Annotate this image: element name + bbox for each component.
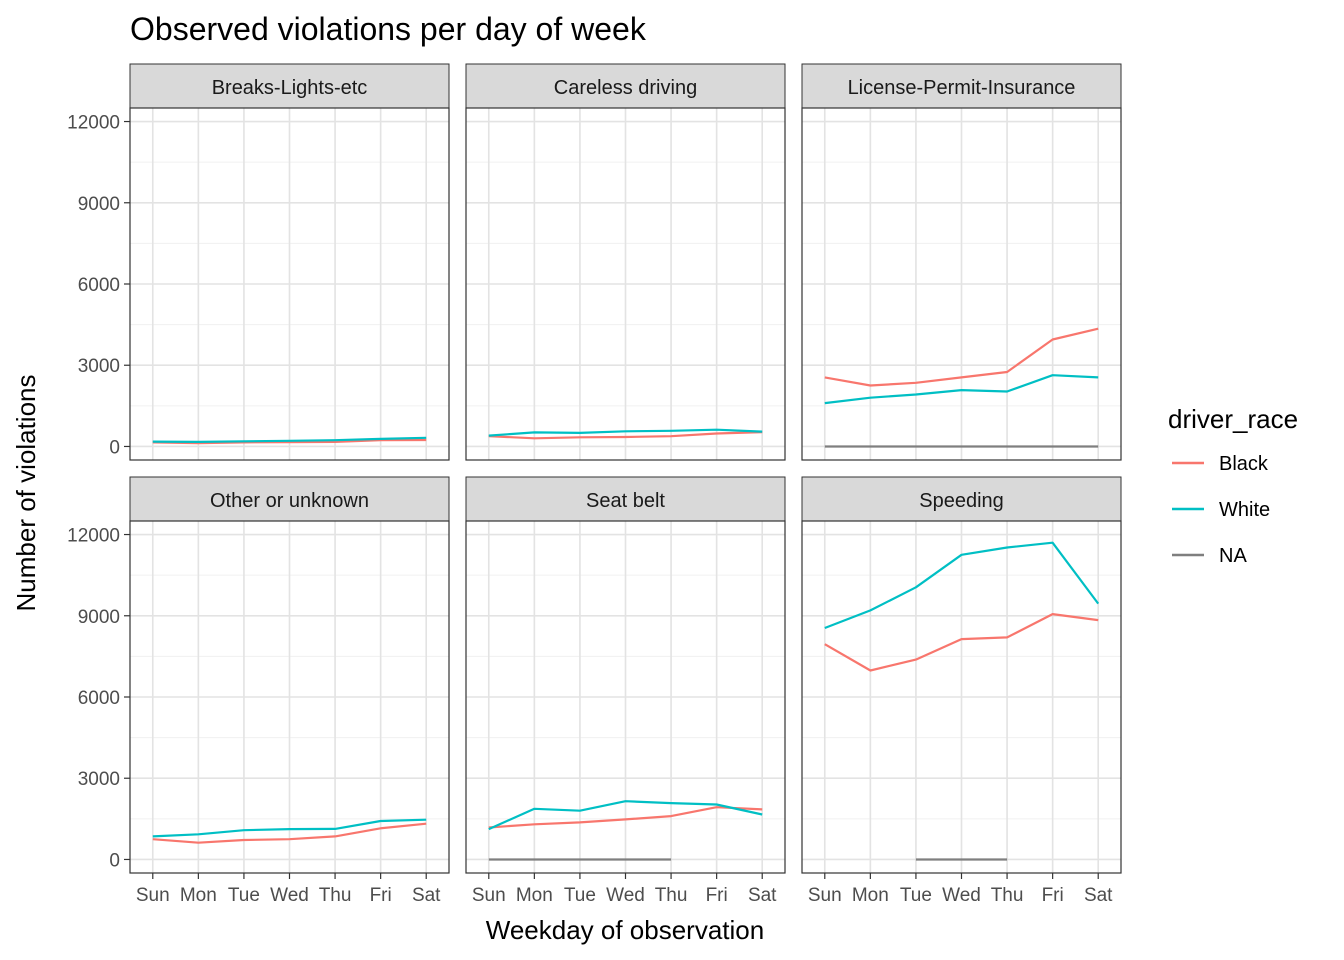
facet-panel: Other or unknown 0 3000 6000 9000 12000 Sun Mon… [67,476,450,906]
facet-strip [801,63,1122,109]
x-tick-label: Thu [655,885,688,906]
legend-entry: NA [1172,545,1247,567]
facet-strip [129,476,450,522]
legend-label: Black [1219,453,1269,475]
facet-strip [465,63,786,109]
x-tick-label: Mon [180,885,217,906]
facet-strip-label: Seat belt [586,490,665,512]
facet-panel: Seat belt Sun Mon Tue Wed Thu Fri Sat [465,476,786,906]
panel-border [801,107,1122,461]
y-tick-label: 9000 [78,607,120,628]
y-tick-label: 3000 [78,356,120,377]
series-line-black [152,438,427,445]
series-line-white [488,800,763,831]
panel-border [465,107,786,461]
x-tick-label: Mon [852,885,889,906]
facet-strip [465,476,786,522]
facet-strip [801,476,1122,522]
x-tick-label: Fri [706,885,728,906]
facet-strip-label: Careless driving [554,77,697,99]
facet-panel: Breaks-Lights-etc 0 3000 6000 9000 12000 [67,63,450,461]
facet-strip-label: Other or unknown [210,490,369,512]
x-tick-label: Tue [900,885,932,906]
x-tick-label: Wed [270,885,309,906]
y-tick-label: 12000 [67,113,120,134]
series-line-white [488,428,763,437]
x-tick-label: Sat [748,885,777,906]
series-line-black [152,822,427,844]
chart-title: Observed violations per day of week [130,11,647,47]
y-tick-label: 0 [109,850,120,871]
facet-strip-label: Speeding [919,490,1004,512]
y-tick-label: 9000 [78,194,120,215]
legend-label: White [1219,499,1270,521]
series-line-white [824,541,1100,630]
x-tick-label: Thu [319,885,352,906]
y-tick-label: 6000 [78,275,120,296]
x-tick-label: Tue [564,885,596,906]
series-line-black [488,806,763,829]
x-axis-title: Weekday of observation [486,915,764,945]
facet-panel: Speeding Sun Mon Tue Wed Thu Fri Sat [801,476,1122,906]
x-tick-label: Tue [228,885,260,906]
facet-panel: Careless driving [465,63,786,461]
y-tick-label: 0 [109,437,120,458]
y-axis-title: Number of violations [11,375,41,612]
x-tick-label: Mon [516,885,553,906]
facet-strip-label: Breaks-Lights-etc [212,77,368,99]
facet-strip [129,63,450,109]
x-tick-label: Sat [412,885,441,906]
x-tick-label: Fri [1042,885,1064,906]
x-tick-label: Wed [942,885,981,906]
x-tick-label: Sun [472,885,506,906]
legend-title: driver_race [1168,404,1298,434]
facet-panels: Breaks-Lights-etc 0 3000 6000 9000 12000 Carel… [67,63,1122,906]
series-line-black [824,612,1099,672]
x-tick-label: Thu [991,885,1024,906]
y-tick-label: 3000 [78,769,120,790]
series-line-white [824,374,1099,405]
facet-panel: License-Permit-Insurance [801,63,1122,461]
series-line-white [152,436,427,443]
x-tick-label: Sun [808,885,842,906]
x-tick-label: Sun [136,885,170,906]
facet-strip-label: License-Permit-Insurance [848,77,1076,99]
legend: Black White NA [1172,453,1270,567]
series-line-white [152,818,427,838]
x-tick-label: Wed [606,885,645,906]
legend-entry: White [1172,499,1270,521]
legend-label: NA [1219,545,1247,567]
series-line-black [824,327,1099,387]
legend-entry: Black [1172,453,1269,475]
y-tick-label: 12000 [67,526,120,547]
y-tick-label: 6000 [78,688,120,709]
x-tick-label: Fri [370,885,392,906]
series-line-black [488,431,763,440]
x-tick-label: Sat [1084,885,1113,906]
